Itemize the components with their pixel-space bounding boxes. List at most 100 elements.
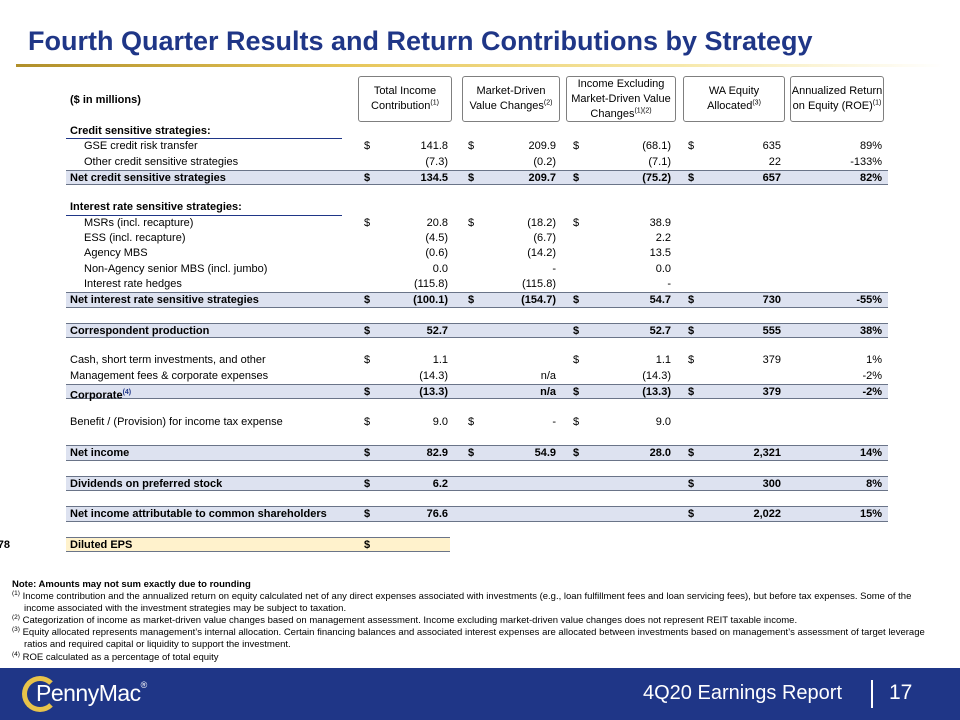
column-header: Total Income Contribution(1): [358, 76, 452, 122]
cell-value: (6.7): [533, 232, 556, 245]
currency-symbol: $: [573, 171, 580, 184]
total-row: Corporate(4) $ (13.3) n/a $ (13.3) $379 -2%: [66, 384, 888, 402]
table-header: ($ in millions) Total Income Contribution…: [66, 72, 888, 124]
cell-value: (7.3): [425, 155, 448, 168]
currency-symbol: $: [468, 140, 475, 153]
currency-symbol: $: [364, 447, 371, 460]
footnote: (4) ROE calculated as a percentage of to…: [12, 650, 219, 663]
footnote: (2) Categorization of income as market-d…: [12, 614, 798, 627]
cell-value: (13.3): [419, 386, 448, 399]
cell-value: 0.78: [0, 539, 10, 552]
currency-symbol: $: [688, 447, 695, 460]
cell-value: (100.1): [413, 294, 448, 307]
cell-value: 82.9: [426, 447, 448, 460]
cell-value: 141.8: [420, 140, 448, 153]
row-label: Non-Agency senior MBS (incl. jumbo): [84, 262, 268, 275]
cell-value: -55%: [856, 294, 882, 307]
cell-value: (0.2): [533, 155, 556, 168]
table-spacer: [66, 185, 888, 200]
cell-value: 22: [768, 155, 781, 168]
column-header-line: Total Income: [373, 85, 437, 97]
cell-value: 379: [762, 386, 781, 399]
footnote-list: (1) Income contribution and the annualiz…: [12, 589, 944, 664]
currency-symbol: $: [364, 324, 371, 337]
table-row: Interest rate hedges (115.8) (115.8) -: [66, 277, 888, 292]
cell-value: 2.2: [655, 232, 671, 245]
unit-label: ($ in millions): [70, 94, 141, 106]
currency-symbol: $: [468, 171, 475, 184]
table-row: Other credit sensitive strategies (7.3) (0…: [66, 155, 888, 170]
currency-symbol: $: [573, 415, 580, 428]
table-row: ESS (incl. recapture) (4.5) (6.7) 2.2: [66, 231, 888, 246]
currency-symbol: $: [573, 140, 580, 153]
row-label: ESS (incl. recapture): [84, 232, 186, 245]
cell-value: 9.0: [432, 415, 448, 428]
column-header-line: Annualized Return: [791, 85, 883, 97]
column-header-line: Income Excluding: [577, 77, 665, 90]
cell-value: 1%: [866, 354, 882, 367]
cell-value: 38.9: [649, 216, 671, 229]
strategy-results-table: ($ in millions) Total Income Contribution…: [0, 72, 888, 553]
currency-symbol: $: [688, 354, 695, 367]
table-row: Benefit / (Provision) for income tax exp…: [66, 415, 888, 430]
row-label: Net income attributable to common shareh…: [70, 508, 327, 521]
row-label: GSE credit risk transfer: [84, 140, 198, 153]
cell-value: (4.5): [425, 232, 448, 245]
currency-symbol: $: [573, 324, 580, 337]
footnote: (1) Income contribution and the annualiz…: [12, 589, 912, 615]
total-row: Net credit sensitive strategies $134.5 $20…: [66, 169, 888, 186]
column-header-line: Allocated(3): [707, 99, 761, 112]
column-header-line: Changes(1)(2): [590, 106, 652, 120]
cell-value: 14%: [859, 447, 882, 460]
cell-value: -2%: [862, 386, 882, 399]
row-label: Management fees & corporate expenses: [70, 369, 269, 382]
column-header: Income Excluding Market-Driven Value Chang…: [566, 76, 676, 122]
row-label: MSRs (incl. recapture): [84, 216, 194, 229]
cell-value: -: [552, 262, 556, 275]
cell-value: 209.7: [528, 171, 556, 184]
cell-value: 9.0: [655, 415, 671, 428]
currency-symbol: $: [364, 354, 371, 367]
cell-value: 54.9: [534, 447, 556, 460]
row-label: Benefit / (Provision) for income tax exp…: [70, 415, 283, 428]
row-label: Net interest rate sensitive strategies: [70, 294, 259, 307]
currency-symbol: $: [573, 447, 580, 460]
footnote: (3) Equity allocated represents manageme…: [12, 626, 925, 651]
table-spacer: [66, 461, 888, 476]
section-underline: [66, 214, 342, 216]
currency-symbol: $: [468, 447, 475, 460]
cell-value: (14.2): [527, 247, 556, 260]
currency-symbol: $: [364, 216, 371, 229]
currency-symbol: $: [573, 294, 580, 307]
column-header-line: Market-Driven: [476, 85, 546, 97]
table-spacer: [66, 491, 888, 506]
total-row: Net interest rate sensitive strategies $ (…: [66, 292, 888, 308]
row-label: Net income: [70, 447, 130, 460]
cell-value: 1.1: [655, 354, 671, 367]
row-label: Diluted EPS: [70, 539, 133, 552]
cell-value: 8%: [866, 477, 882, 490]
row-label: Cash, short term investments, and other: [70, 354, 266, 367]
page-title: Fourth Quarter Results and Return Contri…: [28, 26, 813, 56]
section-underline: [66, 138, 342, 140]
pennymac-logo: PennyMac®: [36, 680, 147, 706]
row-label: Dividends on preferred stock: [70, 477, 223, 490]
cell-value: 15%: [859, 508, 882, 521]
cell-value: 82%: [859, 171, 882, 184]
total-row: Net income attributable to common shareh…: [66, 506, 888, 522]
cell-value: (7.1): [648, 155, 671, 168]
currency-symbol: $: [364, 140, 371, 153]
cell-value: 300: [762, 477, 781, 490]
cell-value: 379: [762, 354, 781, 367]
table-spacer: [66, 522, 888, 537]
column-header: WA Equity Allocated(3): [683, 76, 785, 122]
cell-value: n/a: [540, 386, 556, 399]
row-label: Credit sensitive strategies:: [70, 125, 211, 137]
cell-value: 6.2: [432, 477, 448, 490]
cell-value: 52.7: [426, 324, 448, 337]
table-body: Credit sensitive strategies: GSE credit r…: [0, 124, 888, 553]
column-header-line: Value Changes(2): [469, 99, 553, 112]
currency-symbol: $: [468, 415, 475, 428]
cell-value: 13.5: [649, 247, 671, 260]
cell-value: (14.3): [419, 369, 448, 382]
